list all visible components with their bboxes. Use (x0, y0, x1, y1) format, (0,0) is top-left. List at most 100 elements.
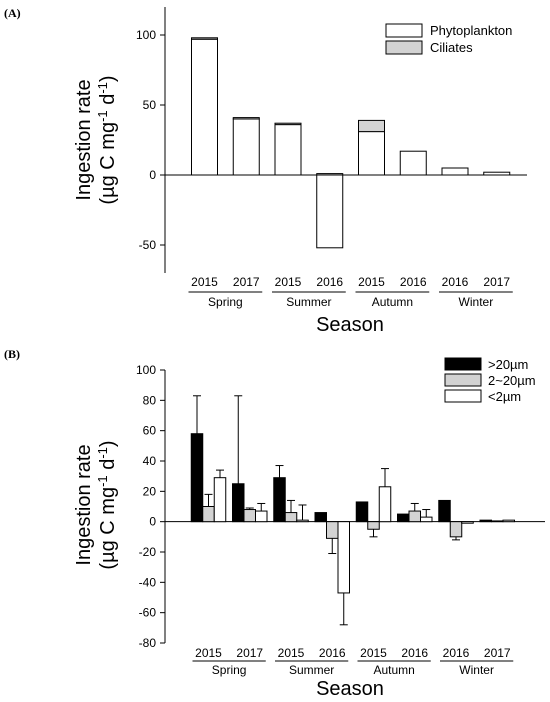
bar-phytoplankton (441, 167, 469, 176)
season-label: Winter (459, 663, 494, 677)
legend-swatch-gt20um (444, 357, 482, 371)
bar-series-1 (326, 521, 339, 539)
panel-a-ylabel-mid: d (97, 94, 119, 111)
x-year-label: 2016 (400, 275, 427, 289)
panel-b-ylabel-end: ) (97, 440, 119, 447)
x-year-label: 2015 (358, 275, 385, 289)
panel-a-label: (A) (4, 6, 21, 20)
legend-label-ciliates: Ciliates (430, 40, 473, 55)
x-year-label: 2017 (484, 646, 511, 660)
bar-series-2 (461, 521, 474, 524)
bar-series-2 (296, 519, 309, 523)
season-label: Summer (289, 663, 334, 677)
bar-series-1 (449, 521, 463, 538)
panel-a: (A) Ingestion rate (µg C mg-1 d-1) Seaso… (4, 6, 512, 336)
bar-ciliates (316, 173, 344, 176)
legend-swatch-2-20um (444, 373, 482, 387)
bar-series-0 (190, 433, 204, 523)
bar-series-0 (314, 512, 327, 523)
bar-phytoplankton (232, 118, 260, 176)
panel-a-ylabel-sup2: -1 (95, 82, 110, 94)
season-label: Autumn (373, 663, 414, 677)
panel-a-ylabel-part1: (µg C mg (97, 122, 119, 205)
legend-label-phytoplankton: Phytoplankton (430, 23, 512, 38)
bar-series-1 (284, 512, 298, 523)
panel-b-legend: >20µm 2~20µm <2µm (444, 357, 536, 404)
bar-series-0 (355, 501, 369, 523)
y-tick-label: -20 (139, 545, 157, 559)
x-year-label: 2017 (483, 275, 510, 289)
season-label: Autumn (372, 295, 413, 309)
y-tick-label: -40 (139, 575, 157, 589)
panel-b-ylabel-part1: (µg C mg (97, 487, 119, 570)
panel-a-ylabel-sup1: -1 (95, 110, 110, 122)
x-year-label: 2015 (278, 646, 305, 660)
x-year-label: 2015 (195, 646, 222, 660)
y-tick-label: 100 (136, 363, 156, 377)
x-year-label: 2016 (316, 275, 343, 289)
y-tick-label: 0 (149, 515, 156, 529)
panel-b: (B) Ingestion rate (µg C mg-1 d-1) Seaso… (4, 347, 536, 700)
bar-series-2 (337, 521, 350, 594)
panel-a-legend: Phytoplankton Ciliates (385, 23, 512, 55)
bar-series-0 (397, 513, 410, 523)
bar-series-0 (273, 477, 286, 523)
legend-label-gt20um: >20µm (488, 357, 528, 372)
season-label: Summer (286, 295, 331, 309)
x-year-label: 2016 (319, 646, 346, 660)
panel-a-ylabel-line2: (µg C mg-1 d-1) (95, 75, 119, 204)
panel-a-ylabel-end: ) (97, 75, 119, 82)
y-tick-label: 80 (143, 393, 157, 407)
y-tick-label: 40 (143, 454, 157, 468)
bar-series-2 (213, 477, 227, 523)
season-label: Spring (208, 295, 243, 309)
bar-phytoplankton (316, 174, 344, 249)
y-tick-label: -80 (139, 636, 157, 650)
bar-series-1 (491, 520, 504, 523)
y-tick-label: 60 (143, 424, 157, 438)
legend-label-lt2um: <2µm (488, 389, 521, 404)
bar-phytoplankton (358, 131, 385, 176)
panel-b-ylabel-line2: (µg C mg-1 d-1) (95, 440, 119, 569)
panel-a-xlabel: Season (316, 314, 384, 336)
x-year-label: 2017 (233, 275, 260, 289)
bar-ciliates (274, 122, 302, 126)
bar-series-0 (438, 499, 451, 523)
y-tick-label: 0 (149, 168, 156, 182)
y-tick-label: 20 (143, 484, 157, 498)
season-label: Winter (459, 295, 494, 309)
x-year-label: 2015 (275, 275, 302, 289)
y-tick-label: -50 (139, 238, 157, 252)
panel-b-ylabel-sup2: -1 (95, 447, 110, 459)
bar-series-0 (232, 483, 245, 523)
legend-swatch-lt2um (444, 389, 482, 403)
x-year-label: 2016 (442, 275, 469, 289)
bar-phytoplankton (399, 150, 427, 176)
y-tick-label: -60 (139, 606, 157, 620)
bar-phytoplankton (191, 38, 218, 176)
panel-b-label: (B) (4, 347, 20, 361)
bar-series-2 (420, 516, 433, 523)
legend-label-2-20um: 2~20µm (488, 373, 536, 388)
bar-phytoplankton (483, 171, 511, 176)
bar-ciliates (191, 37, 218, 40)
panel-b-ylabel-mid: d (97, 459, 119, 476)
bar-series-2 (502, 519, 515, 523)
bar-series-0 (479, 519, 492, 523)
bar-series-1 (408, 510, 421, 523)
x-year-label: 2016 (401, 646, 428, 660)
legend-swatch-ciliates (385, 40, 423, 55)
x-year-label: 2017 (236, 646, 263, 660)
panel-b-xlabel: Season (316, 678, 384, 700)
panel-b-ylabel-sup1: -1 (95, 475, 110, 487)
panel-b-ylabel-line1: Ingestion rate (73, 444, 95, 565)
bar-series-1 (243, 509, 256, 523)
legend-swatch-phytoplankton (385, 23, 423, 38)
bar-ciliates (232, 117, 260, 120)
bar-phytoplankton (274, 124, 302, 176)
bar-ciliates (358, 119, 385, 133)
season-label: Spring (212, 663, 247, 677)
